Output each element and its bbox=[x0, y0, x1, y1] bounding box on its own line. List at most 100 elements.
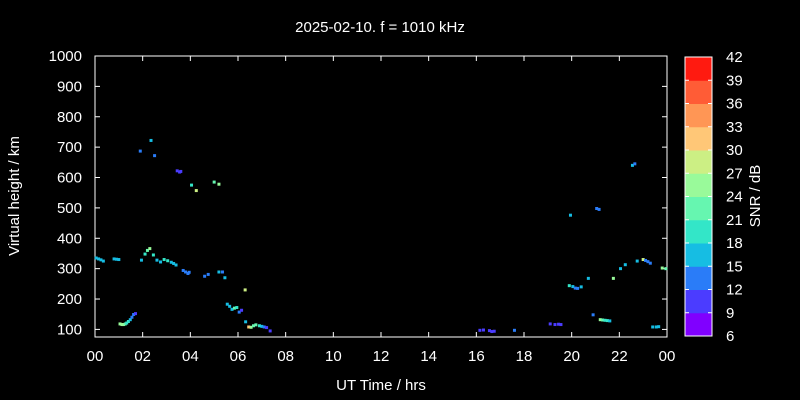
x-tick-label: 16 bbox=[468, 348, 485, 365]
x-tick-label: 06 bbox=[230, 348, 247, 365]
data-point bbox=[138, 149, 142, 153]
data-point bbox=[181, 268, 185, 272]
colorbar-segment bbox=[685, 312, 712, 337]
data-point bbox=[512, 328, 516, 332]
y-tick-label: 200 bbox=[57, 291, 82, 308]
y-axis-label: Virtual height / km bbox=[6, 136, 23, 256]
colorbar-tick-label: 18 bbox=[726, 235, 743, 252]
data-point bbox=[184, 270, 188, 274]
data-point bbox=[112, 257, 116, 261]
data-point bbox=[228, 304, 232, 308]
data-point bbox=[576, 286, 580, 290]
data-point bbox=[149, 138, 153, 142]
data-point bbox=[122, 323, 126, 327]
data-point bbox=[175, 169, 179, 173]
data-point bbox=[249, 325, 253, 329]
x-tick-label: 00 bbox=[659, 348, 676, 365]
data-point bbox=[630, 163, 634, 167]
data-point bbox=[206, 272, 210, 276]
data-point bbox=[260, 324, 264, 328]
data-point bbox=[94, 256, 98, 260]
data-point bbox=[657, 325, 661, 329]
x-tick-label: 14 bbox=[420, 348, 437, 365]
data-point bbox=[595, 206, 599, 210]
colorbar-segment bbox=[685, 80, 712, 104]
data-point bbox=[633, 162, 637, 166]
data-point bbox=[162, 258, 166, 262]
data-point bbox=[557, 322, 561, 326]
data-point bbox=[247, 325, 251, 329]
colorbar-tick-label: 42 bbox=[726, 49, 743, 66]
data-point bbox=[148, 247, 152, 251]
data-point bbox=[481, 328, 485, 332]
data-point bbox=[646, 260, 650, 264]
data-point bbox=[221, 270, 225, 274]
colorbar-segment bbox=[685, 289, 712, 314]
data-point bbox=[664, 267, 668, 271]
data-point bbox=[145, 248, 149, 252]
colorbar-tick-label: 15 bbox=[726, 258, 743, 275]
data-point bbox=[548, 322, 552, 326]
data-point bbox=[559, 323, 563, 327]
data-point bbox=[240, 308, 244, 312]
data-point bbox=[130, 315, 134, 319]
colorbar-segment bbox=[685, 126, 712, 151]
data-point bbox=[265, 326, 269, 330]
y-tick-label: 1000 bbox=[49, 48, 82, 65]
data-point bbox=[487, 329, 491, 333]
colorbar-segment bbox=[685, 219, 712, 244]
x-axis-label: UT Time / hrs bbox=[336, 377, 426, 394]
data-point bbox=[591, 313, 595, 317]
colorbar-tick-label: 33 bbox=[726, 119, 743, 136]
data-point bbox=[608, 319, 612, 323]
colorbar-tick-label: 9 bbox=[726, 305, 734, 322]
x-tick-label: 12 bbox=[373, 348, 390, 365]
data-point bbox=[97, 257, 101, 261]
data-point bbox=[268, 329, 272, 333]
y-tick-label: 400 bbox=[57, 230, 82, 247]
data-point bbox=[153, 154, 157, 158]
data-point bbox=[174, 263, 178, 267]
colorbar-segment bbox=[685, 243, 712, 267]
colorbar-tick-label: 36 bbox=[726, 96, 743, 113]
data-point bbox=[169, 260, 173, 264]
data-point bbox=[99, 258, 103, 262]
data-point bbox=[134, 312, 138, 316]
colorbar-tick-label: 30 bbox=[726, 142, 743, 159]
data-point bbox=[179, 169, 183, 173]
x-tick-label: 20 bbox=[563, 348, 580, 365]
data-point bbox=[139, 258, 143, 262]
data-point bbox=[243, 288, 247, 292]
colorbar-segment bbox=[685, 150, 712, 174]
x-tick-label: 00 bbox=[87, 348, 104, 365]
data-point bbox=[217, 182, 221, 186]
data-point bbox=[644, 258, 648, 262]
data-point bbox=[101, 259, 105, 263]
data-point bbox=[126, 320, 130, 324]
colorbar-segment bbox=[685, 103, 712, 128]
data-point bbox=[619, 267, 623, 271]
data-point bbox=[244, 320, 248, 324]
x-tick-label: 04 bbox=[182, 348, 199, 365]
data-point bbox=[257, 324, 261, 328]
data-point bbox=[117, 258, 121, 262]
x-tick-label: 22 bbox=[611, 348, 628, 365]
colorbar-segment bbox=[685, 57, 712, 81]
data-point bbox=[492, 329, 496, 333]
colorbar-segment bbox=[685, 196, 712, 221]
x-tick-label: 10 bbox=[325, 348, 342, 365]
data-point bbox=[598, 318, 602, 322]
colorbar-tick-label: 21 bbox=[726, 212, 743, 229]
data-point bbox=[603, 318, 607, 322]
data-point bbox=[601, 318, 605, 322]
data-point bbox=[611, 276, 615, 280]
y-tick-label: 100 bbox=[57, 321, 82, 338]
colorbar-tick-label: 12 bbox=[726, 282, 743, 299]
data-point bbox=[194, 189, 198, 193]
y-tick-label: 300 bbox=[57, 261, 82, 278]
data-point bbox=[232, 306, 236, 310]
data-point bbox=[212, 180, 216, 184]
colorbar-tick-label: 24 bbox=[726, 189, 743, 206]
data-point bbox=[597, 207, 601, 211]
